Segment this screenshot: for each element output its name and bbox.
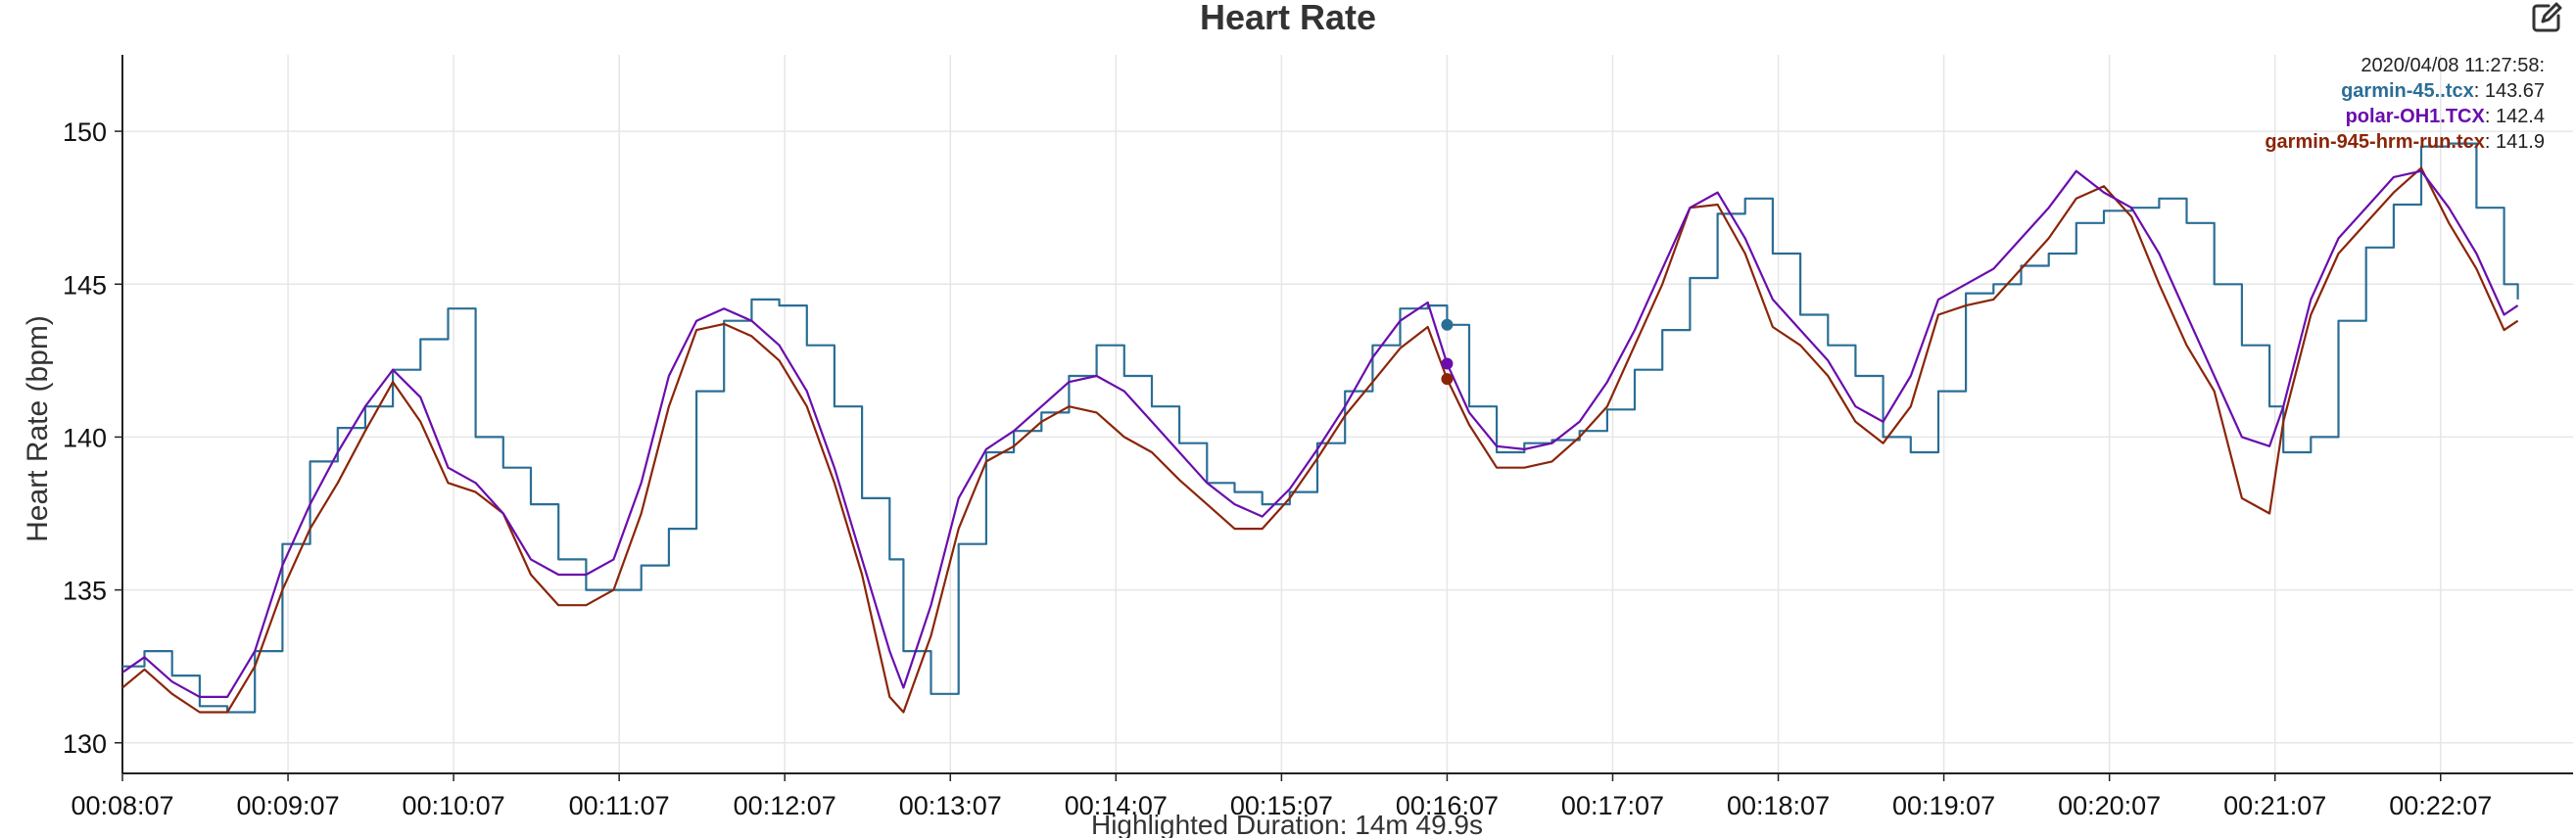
tooltip-series-value: : 143.67 [2474,80,2545,102]
crosshair-point-1 [1441,357,1454,370]
y-tick-label: 130 [63,729,107,759]
tooltip-series-name: garmin-945-hrm-run.tcx [2265,131,2485,153]
tooltip-series-name: polar-OH1.TCX [2346,106,2486,127]
x-tick-label: 00:17:07 [1561,791,1664,820]
x-tick-label: 00:22:07 [2389,791,2492,820]
y-tick-label: 135 [63,577,107,606]
x-tick-label: 00:16:07 [1396,791,1499,820]
y-axis-label: Heart Rate (bpm) [22,315,54,542]
x-tick-label: 00:21:07 [2223,791,2326,820]
x-tick-label: 00:19:07 [1892,791,1995,820]
x-axis-ticks: 00:08:07 00:09:07 00:10:07 00:11:07 00:12:07… [71,773,2492,820]
hover-tooltip: 2020/04/08 11:27:58: garmin-45..tcx: 143… [2265,55,2545,153]
y-tick-label: 145 [63,270,107,300]
highlighted-duration: Highlighted Duration: 14m 49.9s [1091,810,1483,838]
series-line-0[interactable] [122,142,2519,714]
y-axis-ticks: 130 135 140 145 150 [63,117,122,759]
x-tick-label: 00:14:07 [1065,791,1168,820]
x-tick-label: 00:13:07 [899,791,1002,820]
x-tick-label: 00:11:07 [569,791,670,820]
x-tick-label: 00:10:07 [403,791,505,820]
tooltip-timestamp: 2020/04/08 11:27:58: [2361,55,2545,76]
crosshair-point-2 [1441,373,1454,386]
series-line-2[interactable] [121,166,2519,714]
series-line-1[interactable] [121,169,2519,698]
edit-icon[interactable] [2529,0,2564,35]
x-tick-label: 00:20:07 [2058,791,2161,820]
tooltip-series-value: : 142.4 [2485,106,2545,127]
crosshair-point-0 [1441,318,1454,331]
tooltip-series-name: garmin-45..tcx [2341,80,2474,102]
x-tick-label: 00:08:07 [71,791,173,820]
series-lines[interactable] [121,142,2519,714]
grid [121,55,2573,773]
x-tick-label: 00:18:07 [1727,791,1830,820]
y-tick-label: 150 [63,117,107,147]
tooltip-entry: garmin-945-hrm-run.tcx: 141.9 [2265,131,2545,153]
tooltip-series-value: : 141.9 [2485,131,2545,153]
y-tick-label: 140 [63,423,107,452]
tooltip-entry: polar-OH1.TCX: 142.4 [2346,106,2545,127]
x-tick-label: 00:15:07 [1230,791,1333,820]
x-tick-label: 00:09:07 [236,791,339,820]
crosshair-markers [1441,318,1454,386]
chart-title: Heart Rate [1199,0,1377,37]
axes [121,55,2573,774]
x-tick-label: 00:12:07 [734,791,836,820]
tooltip-entry: garmin-45..tcx: 143.67 [2341,80,2545,102]
